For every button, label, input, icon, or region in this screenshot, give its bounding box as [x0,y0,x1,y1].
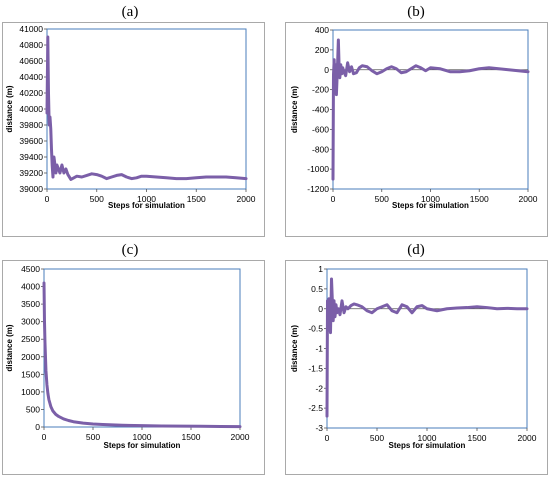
y-tick-label-b-4: -400 [312,105,329,115]
y-tick-label-b-1: -1000 [307,164,329,174]
plot-area-a [46,28,247,190]
x-tick-label-c-4: 2000 [231,432,250,442]
plot-area-d [326,268,528,429]
x-tick-label-d-3: 1500 [468,433,487,443]
panel-a-letter: (a) [121,4,139,20]
x-tick-label-b-0: 0 [331,194,336,204]
x-axis-label-b: Steps for simulation [392,201,469,210]
x-tick-label-b-2: 1000 [421,194,440,204]
panel-b-letter: (b) [407,4,425,20]
y-tick-label-b-6: 0 [324,65,329,75]
x-tick-label-b-3: 1500 [470,194,489,204]
y-tick-label-c-9: 4500 [21,264,40,274]
y-tick-label-a-5: 40000 [19,104,43,114]
y-tick-label-d-4: -1 [315,344,323,354]
y-tick-label-c-6: 3000 [21,317,40,327]
x-tick-label-a-2: 1000 [137,194,156,204]
y-axis-label-c: distance (m) [5,324,14,371]
panel-d-letter: (d) [407,242,425,258]
y-tick-label-d-5: -0.5 [308,324,323,334]
y-tick-label-a-1: 39200 [19,168,43,178]
y-tick-label-d-1: -2.5 [308,403,323,413]
x-tick-label-d-2: 1000 [418,433,437,443]
y-tick-label-c-4: 2000 [21,352,40,362]
x-tick-label-c-1: 500 [86,432,100,442]
y-tick-label-d-2: -2 [315,383,323,393]
series-line-b-0 [331,38,530,181]
y-tick-label-b-3: -600 [312,124,329,134]
series-line-a-0 [45,35,248,181]
x-axis-label-c: Steps for simulation [104,441,181,450]
x-axis-label-a: Steps for simulation [108,201,185,210]
x-tick-label-a-1: 500 [90,194,104,204]
x-axis-label-d: Steps for simulation [389,441,466,450]
x-tick-label-d-4: 2000 [518,433,537,443]
y-tick-label-d-8: 1 [318,264,323,274]
y-tick-label-c-2: 1000 [21,387,40,397]
y-tick-label-b-5: -200 [312,85,329,95]
y-tick-label-d-7: 0.5 [311,284,323,294]
y-tick-label-a-6: 40200 [19,88,43,98]
y-tick-label-d-3: -1.5 [308,363,323,373]
y-tick-label-a-8: 40600 [19,56,43,66]
y-tick-label-b-7: 200 [315,45,329,55]
panel-c-letter: (c) [121,242,139,258]
chart-panel-a [2,22,265,237]
y-tick-label-b-8: 400 [315,25,329,35]
y-tick-label-c-7: 3500 [21,299,40,309]
y-tick-label-a-4: 39800 [19,120,43,130]
y-tick-label-a-0: 39000 [19,184,43,194]
y-tick-label-d-6: 0 [318,304,323,314]
y-tick-label-a-10: 41000 [19,24,43,34]
x-tick-label-c-3: 1500 [182,432,201,442]
y-tick-label-a-7: 40400 [19,72,43,82]
y-tick-label-a-3: 39600 [19,136,43,146]
x-tick-label-c-0: 0 [42,432,47,442]
y-axis-label-d: distance (m) [290,325,299,372]
x-tick-label-a-3: 1500 [187,194,206,204]
chart-panel-d [285,260,548,475]
x-tick-label-d-0: 0 [325,433,330,443]
x-tick-label-b-1: 500 [375,194,389,204]
x-tick-label-a-0: 0 [45,194,50,204]
y-tick-label-c-3: 1500 [21,369,40,379]
y-axis-label-b: distance (m) [290,86,299,133]
series-line-d-0 [325,277,529,418]
y-tick-label-c-0: 0 [35,422,40,432]
x-tick-label-c-2: 1000 [133,432,152,442]
y-tick-label-b-0: -1200 [307,184,329,194]
y-tick-label-a-9: 40800 [19,40,43,50]
plot-area-b [332,29,529,190]
x-tick-label-a-4: 2000 [237,194,256,204]
y-axis-label-a: distance (m) [5,85,14,132]
chart-panel-b [285,22,548,237]
y-tick-label-c-5: 2500 [21,334,40,344]
y-tick-label-d-0: -3 [315,423,323,433]
y-tick-label-a-2: 39400 [19,152,43,162]
y-tick-label-b-2: -800 [312,144,329,154]
x-tick-label-b-4: 2000 [519,194,538,204]
series-line-c-0 [42,281,242,429]
x-tick-label-d-1: 500 [370,433,384,443]
y-tick-label-c-8: 4000 [21,282,40,292]
plot-area-c [43,268,241,428]
y-tick-label-c-1: 500 [26,404,40,414]
